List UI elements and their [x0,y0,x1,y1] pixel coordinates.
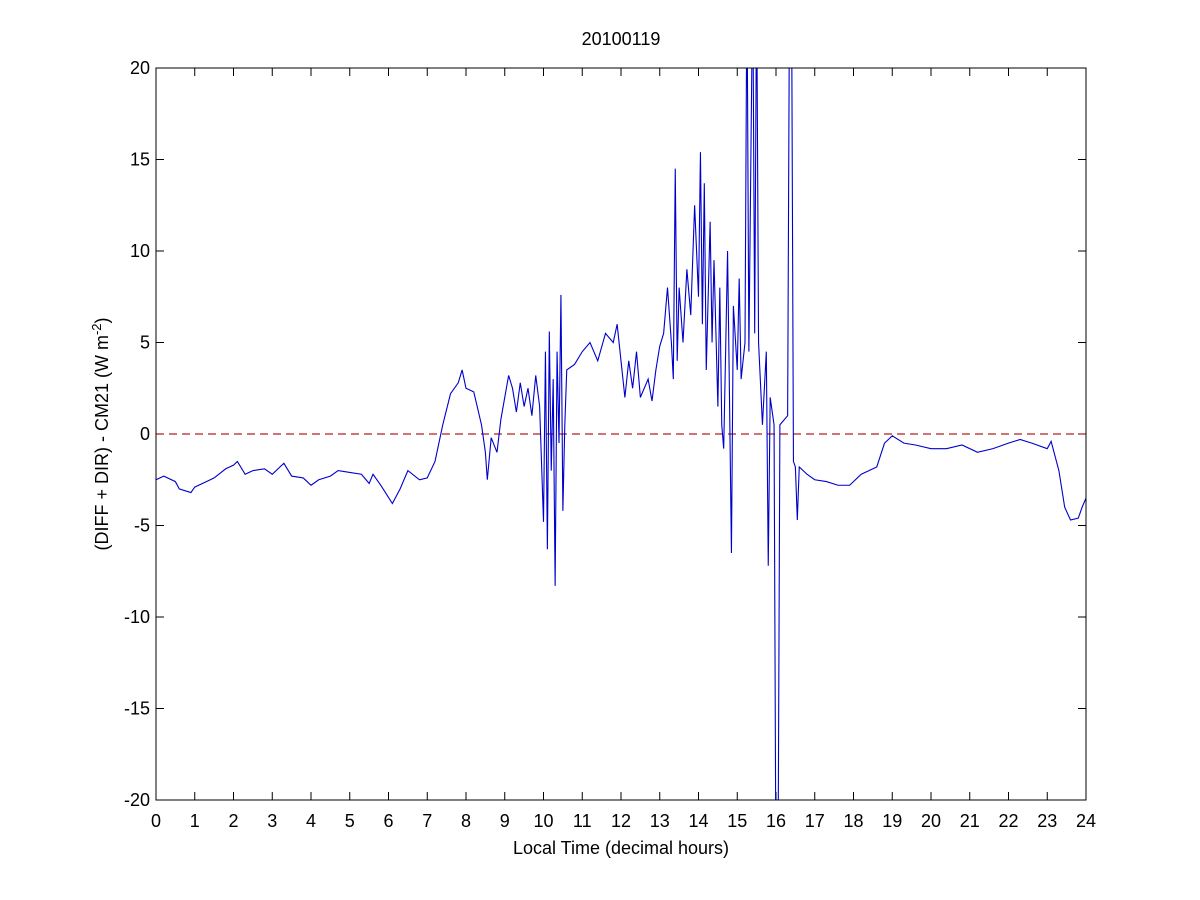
x-tick-label: 14 [688,811,708,831]
x-tick-label: 2 [228,811,238,831]
y-axis-label-main: (DIFF + DIR) - CM21 (W m [92,335,112,550]
x-tick-label: 7 [422,811,432,831]
y-tick-label: 15 [130,150,150,170]
y-axis-label-end: ) [92,317,112,323]
x-tick-label: 0 [151,811,161,831]
x-tick-label: 3 [267,811,277,831]
x-tick-label: 9 [500,811,510,831]
x-tick-label: 19 [882,811,902,831]
y-axis-label-sup: -2 [89,323,104,335]
axes-box [155,67,1087,801]
y-tick-label: -5 [134,516,150,536]
x-tick-label: 6 [383,811,393,831]
x-tick-label: 11 [573,811,592,831]
x-tick-label: 8 [461,811,471,831]
x-tick-label: 10 [533,811,553,831]
y-tick-label: 0 [140,424,150,444]
x-axis-label: Local Time (decimal hours) [513,838,729,858]
x-tick-label: 15 [727,811,747,831]
x-tick-label: 12 [611,811,631,831]
x-tick-label: 23 [1037,811,1057,831]
x-tick-label: 16 [766,811,786,831]
x-tick-label: 4 [306,811,316,831]
x-tick-label: 18 [843,811,863,831]
x-tick-label: 21 [960,811,980,831]
data-line [156,68,1086,800]
y-tick-label: 20 [130,58,150,78]
x-tick-label: 13 [650,811,670,831]
y-tick-label: -10 [124,607,150,627]
y-tick-label: -20 [124,790,150,810]
plot-area [156,68,1086,800]
y-tick-label: 10 [130,241,150,261]
x-tick-label: 20 [921,811,941,831]
chart-title: 20100119 [582,29,661,49]
x-tick-label: 5 [345,811,355,831]
y-axis-label: (DIFF + DIR) - CM21 (W m-2) [89,317,112,550]
y-tick-label: -15 [124,699,150,719]
x-tick-label: 24 [1076,811,1096,831]
x-tick-label: 17 [805,811,825,831]
x-tick-label: 1 [190,811,200,831]
y-tick-label: 5 [140,333,150,353]
x-tick-label: 22 [998,811,1018,831]
